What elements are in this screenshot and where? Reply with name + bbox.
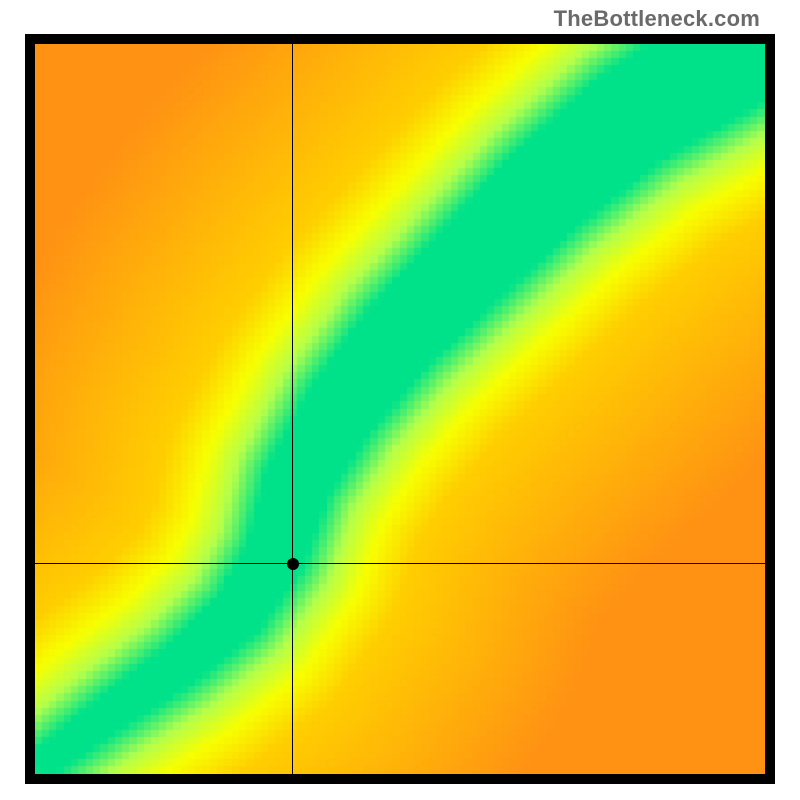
frame-border-bottom <box>25 774 775 784</box>
frame-border-top <box>25 34 775 44</box>
frame-border-left <box>25 34 35 784</box>
marker-dot <box>287 558 299 570</box>
frame-border-right <box>765 34 775 784</box>
crosshair-horizontal <box>35 563 765 564</box>
watermark-text: TheBottleneck.com <box>554 6 760 32</box>
heatmap-canvas <box>35 44 765 774</box>
chart-container: TheBottleneck.com <box>0 0 800 800</box>
crosshair-vertical <box>292 44 293 774</box>
